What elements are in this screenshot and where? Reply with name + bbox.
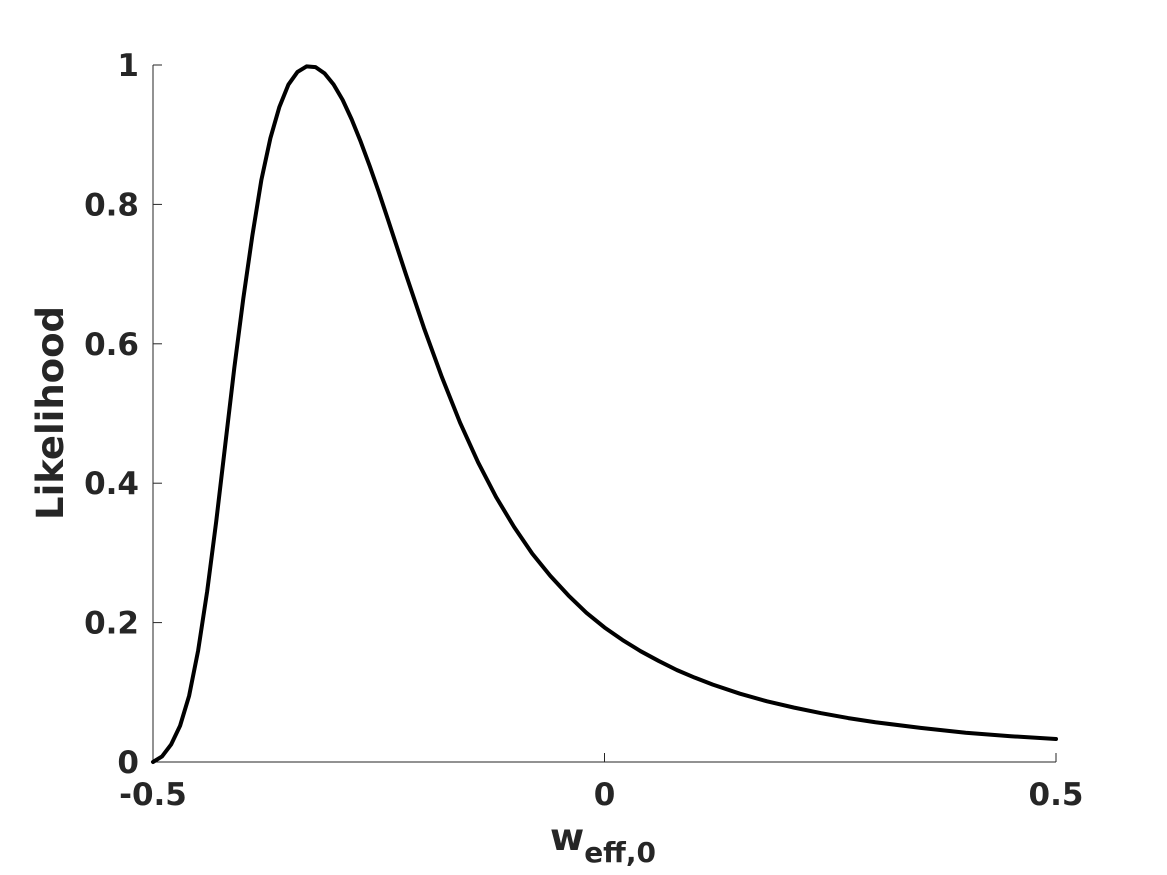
y-tick-label: 0.8 (84, 187, 139, 223)
likelihood-curve (151, 64, 1058, 764)
y-tick-label: 0.6 (84, 327, 139, 363)
x-tick-label: 0 (594, 777, 616, 813)
y-tick-label: 0.4 (84, 466, 139, 502)
ticks: 00.20.40.60.81-0.5 0 0.5 (84, 48, 1083, 813)
x-tick-label: -0.5 (119, 777, 187, 813)
x-axis-label-main: w (550, 816, 584, 859)
x-axis-label-subscript: eff,0 (584, 836, 656, 869)
y-tick-label: 1 (117, 48, 139, 84)
x-tick-label: 0.5 (1029, 777, 1084, 813)
y-tick-label: 0.2 (84, 606, 139, 642)
y-tick-label: 0 (117, 745, 139, 781)
y-axis-label: Likelihood (29, 306, 72, 520)
x-axis-label: weff,0 (550, 816, 656, 869)
